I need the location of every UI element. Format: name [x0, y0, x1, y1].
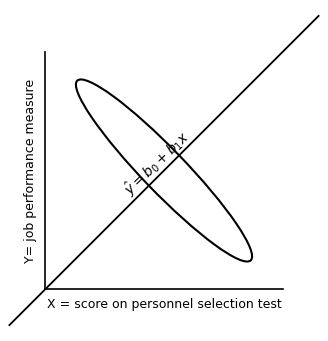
Text: $\hat{y} = b_0 + b_1x$: $\hat{y} = b_0 + b_1x$ [120, 127, 194, 200]
Y-axis label: Y= job performance measure: Y= job performance measure [24, 78, 37, 263]
X-axis label: X = score on personnel selection test: X = score on personnel selection test [47, 298, 281, 311]
